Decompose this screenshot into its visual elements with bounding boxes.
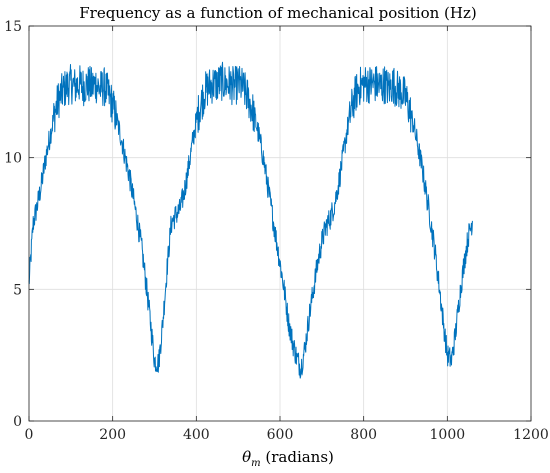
y-tick-labels: 0 5 10 15 (4, 19, 22, 430)
x-tick-label: 800 (350, 427, 377, 443)
x-axis-label-suffix: (radians) (261, 448, 334, 466)
axis-ticks (28, 25, 532, 422)
data-series (28, 61, 473, 379)
chart-title: Frequency as a function of mechanical po… (79, 4, 477, 22)
y-tick-label: 10 (4, 151, 22, 167)
frequency-series-line (28, 61, 473, 379)
x-axis-label-subscript: m (251, 458, 260, 469)
x-tick-labels: 0 200 400 600 800 1000 1200 (25, 427, 549, 443)
x-tick-label: 200 (99, 427, 126, 443)
x-tick-label: 600 (267, 427, 294, 443)
y-tick-label: 0 (13, 414, 22, 430)
x-tick-label: 400 (183, 427, 210, 443)
x-tick-label: 1000 (430, 427, 466, 443)
x-axis-label-symbol: θ (242, 448, 251, 466)
y-tick-label: 15 (4, 19, 22, 35)
x-axis-label: θm (radians) (242, 448, 334, 469)
x-tick-label: 1200 (513, 427, 549, 443)
x-tick-label: 0 (25, 427, 34, 443)
y-tick-label: 5 (13, 282, 22, 298)
